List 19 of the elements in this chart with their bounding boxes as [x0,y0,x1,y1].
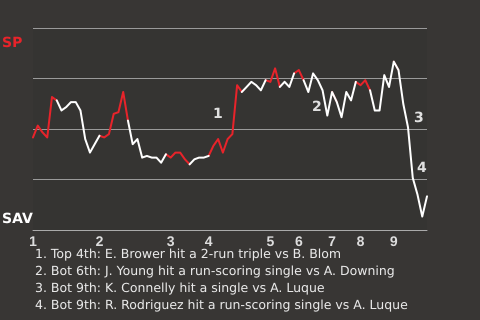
text: 4. Bot 9th: R. Rodriguez hit a run-scoring single vs A. Luque [35,296,408,313]
x-tick-label: 7 [328,233,336,249]
text: SAV [2,211,33,227]
x-tick-label: 3 [166,233,175,249]
x-tick-label: 4 [204,233,213,249]
x-tick-label: 2 [96,233,104,249]
x-tick-label: 5 [266,233,274,249]
text: 1. Top 4th: E. Brower hit a 2-run triple vs B. Blom [35,246,342,261]
annotation: 4 [417,160,427,176]
x-tick-label: 6 [294,233,303,249]
annotation: 3 [414,110,424,126]
x-tick-label: 9 [390,233,398,249]
text: 3. Bot 9th: K. Connelly hit a single vs A. Luque [35,279,326,296]
annotation: 2 [312,99,322,115]
text: SP [2,35,22,51]
annotation: 1 [213,106,223,122]
x-tick-label: 8 [356,233,365,249]
x-tick-label: 1 [29,233,38,249]
text: 2. Bot 6th: J. Young hit a run-scoring single vs A. Downing [35,262,396,279]
